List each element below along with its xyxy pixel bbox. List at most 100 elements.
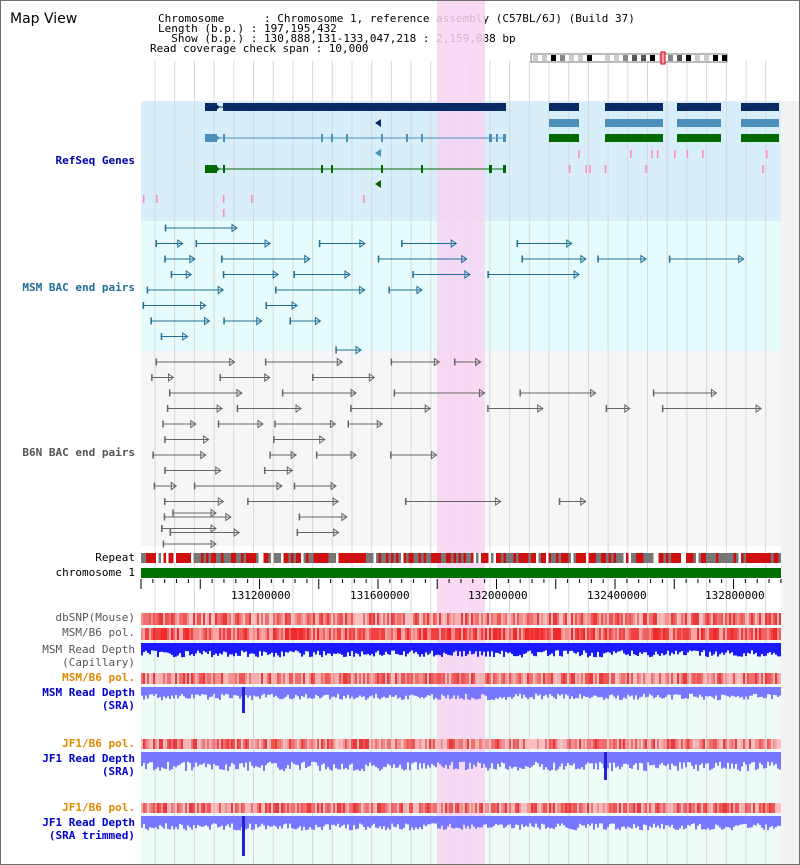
repeat-segment xyxy=(461,553,464,563)
jf1-pol2-cell xyxy=(551,803,553,813)
msm-capillary-depth-bar xyxy=(215,643,217,654)
msm-pol2-cell xyxy=(575,673,577,684)
jf1-sra-depth-bar xyxy=(213,752,215,765)
jf1-sra-depth-bar xyxy=(341,752,343,764)
msm-capillary-depth-bar xyxy=(359,643,361,657)
msm-pol-cell xyxy=(311,628,313,640)
msm-sra-depth-bar xyxy=(349,687,351,699)
msm-bac-pair-end xyxy=(289,317,291,325)
jf1-trimmed-depth-bar xyxy=(679,816,681,829)
jf1-sra-depth-bar xyxy=(179,752,181,765)
msm-sra-depth-bar xyxy=(575,687,577,699)
jf1-pol2-cell xyxy=(601,803,603,813)
msm-capillary-depth-bar xyxy=(539,643,541,653)
msm-sra-depth-bar xyxy=(171,687,173,696)
msm-sra-depth-bar xyxy=(275,687,277,696)
jf1-pol-cell xyxy=(209,739,211,749)
jf1-pol-cell xyxy=(185,739,187,749)
msm-pol2-cell xyxy=(607,673,609,684)
dbsnp-cell xyxy=(257,613,259,625)
jf1-sra-depth-bar xyxy=(291,752,293,763)
dbsnp-cell xyxy=(569,613,571,625)
jf1-trimmed-depth-bar xyxy=(197,816,199,825)
msm-sra-depth-bar xyxy=(387,687,389,698)
jf1-trimmed-depth-bar xyxy=(207,816,209,827)
gene-exon xyxy=(205,103,217,111)
jf1-sra-depth-bar xyxy=(267,752,269,763)
msm-sra-depth-bar xyxy=(413,687,415,696)
msm-sra-depth-bar xyxy=(385,687,387,699)
msm-pol-cell xyxy=(183,628,185,640)
msm-capillary-depth-bar xyxy=(717,643,719,657)
msm-bac-pair-end xyxy=(170,271,173,278)
msm-sra-depth-bar xyxy=(181,687,183,694)
jf1-pol-cell xyxy=(251,739,253,749)
jf1-sra-depth-bar xyxy=(391,752,393,768)
karyotype-band xyxy=(668,55,673,61)
msm-capillary-depth-bar xyxy=(681,643,683,652)
msm-sra-depth-bar xyxy=(733,687,735,697)
repeat-segment xyxy=(663,553,666,563)
karyotype-band xyxy=(578,55,583,61)
gene-marker xyxy=(702,150,704,158)
msm-pol2-cell xyxy=(245,673,247,684)
msm-pol2-cell xyxy=(289,673,291,684)
jf1-pol2-cell xyxy=(667,803,669,813)
b6n-bac-pair-end xyxy=(236,388,243,398)
jf1-pol-cell xyxy=(657,739,659,749)
dbsnp-cell xyxy=(627,613,629,625)
dbsnp-cell xyxy=(475,613,477,625)
repeat-segment xyxy=(613,553,616,563)
jf1-pol2-cell xyxy=(335,803,337,813)
jf1-pol-cell xyxy=(235,739,237,749)
jf1-trimmed-depth-bar xyxy=(417,816,419,830)
msm-pol-cell xyxy=(385,628,387,640)
msm-pol2-cell xyxy=(375,673,377,684)
jf1-pol2-cell xyxy=(579,803,581,813)
repeat-segment xyxy=(583,553,586,563)
msm-pol2-cell xyxy=(761,673,763,684)
msm-pol-cell xyxy=(351,628,353,640)
jf1-sra-depth-bar xyxy=(647,752,649,763)
msm-pol2-cell xyxy=(511,673,513,684)
msm-pol-cell xyxy=(621,628,623,640)
msm-pol2-cell xyxy=(349,673,351,684)
msm-pol-cell xyxy=(531,628,533,640)
msm-capillary-depth-bar xyxy=(569,643,571,651)
b6n-bac-pair-end xyxy=(390,358,393,366)
msm-pol2-cell xyxy=(527,673,529,684)
msm-pol2-cell xyxy=(367,673,369,684)
jf1-sra-depth-bar xyxy=(277,752,279,768)
msm-sra-depth-bar xyxy=(277,687,279,698)
msm-pol2-cell xyxy=(619,673,621,684)
msm-sra-depth-bar xyxy=(447,687,449,695)
msm-pol2-cell xyxy=(267,673,269,684)
dbsnp-cell xyxy=(683,613,685,625)
jf1-sra-depth-bar xyxy=(383,752,385,767)
jf1-trimmed-depth-bar xyxy=(683,816,685,830)
jf1-sra-depth-bar xyxy=(143,752,145,763)
jf1-pol-cell xyxy=(231,739,233,749)
repeat-segment xyxy=(656,553,659,563)
msm-sra-depth-bar xyxy=(419,687,421,699)
b6n-bac-pair-end xyxy=(286,466,294,475)
jf1-trimmed-depth-bar xyxy=(349,816,351,831)
repeat-segment xyxy=(478,553,481,563)
jf1-pol2-cell xyxy=(639,803,641,813)
msm-pol2-cell xyxy=(143,673,145,684)
gene-exon xyxy=(605,103,663,111)
jf1-pol2-cell xyxy=(247,803,249,813)
msm-bac-pair-end xyxy=(264,239,271,248)
msm-bac-pair-end xyxy=(146,286,149,294)
dbsnp-cell xyxy=(363,613,365,625)
jf1-trimmed-depth-bar xyxy=(175,816,177,828)
jf1-trimmed-depth-bar xyxy=(179,816,181,825)
dbsnp-cell xyxy=(227,613,229,625)
jf1-pol2-cell xyxy=(399,803,401,813)
msm-sra-depth-bar xyxy=(637,687,639,700)
msm-sra-depth-bar xyxy=(681,687,683,699)
msm-capillary-depth-bar xyxy=(387,643,389,655)
msm-pol-cell xyxy=(447,628,449,640)
msm-pol-cell xyxy=(667,628,669,640)
